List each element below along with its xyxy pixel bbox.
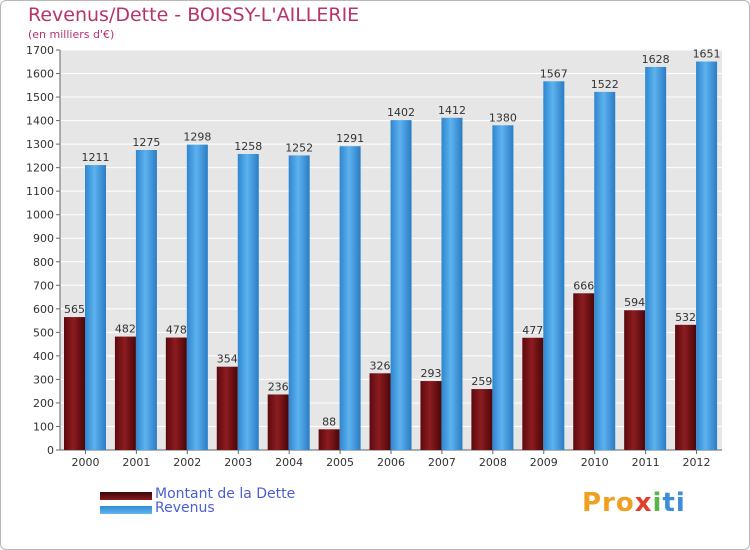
legend-label-revenus: Revenus bbox=[155, 500, 215, 516]
bar-revenus-2000 bbox=[85, 165, 106, 450]
x-tick-label-2007: 2007 bbox=[428, 456, 456, 469]
x-tick-label-2003: 2003 bbox=[224, 456, 252, 469]
data-label-dette-2009: 477 bbox=[522, 324, 543, 337]
data-label-revenus-2005: 1291 bbox=[336, 132, 364, 145]
bar-dette-2012 bbox=[675, 324, 697, 450]
bar-revenus-2002 bbox=[186, 144, 208, 450]
bar-chart: 0 100 200 300 400 500 600 700 800 900 1000 1100 1200… bbox=[26, 44, 722, 469]
bar-revenus-2005 bbox=[339, 146, 361, 450]
chart-title: Revenus/Dette - BOISSY-L'AILLERIE bbox=[28, 4, 360, 26]
bar-revenus-2003 bbox=[237, 154, 259, 450]
data-label-dette-2002: 478 bbox=[166, 324, 187, 337]
bar-dette-2007 bbox=[420, 381, 442, 450]
bar-revenus-2006 bbox=[390, 120, 412, 450]
data-label-dette-2005: 88 bbox=[322, 415, 336, 428]
x-tick-label-2012: 2012 bbox=[683, 456, 711, 469]
legend-label-dette: Montant de la Dette bbox=[155, 486, 296, 502]
data-label-dette-2003: 354 bbox=[217, 353, 238, 366]
data-label-revenus-2006: 1402 bbox=[387, 106, 415, 119]
y-tick-label-1400: 1400 bbox=[26, 115, 54, 128]
data-label-revenus-2004: 1252 bbox=[285, 141, 313, 154]
y-tick-label-1700: 1700 bbox=[26, 44, 54, 57]
y-tick-label-700: 700 bbox=[33, 279, 54, 292]
y-tick-label-1100: 1100 bbox=[26, 185, 54, 198]
y-tick-label-100: 100 bbox=[33, 420, 54, 433]
bar-revenus-2011 bbox=[645, 66, 667, 451]
bar-dette-2010 bbox=[573, 293, 595, 450]
y-tick-label-1300: 1300 bbox=[26, 138, 54, 151]
x-tick-label-2008: 2008 bbox=[479, 456, 507, 469]
y-tick-label-300: 300 bbox=[33, 373, 54, 386]
bar-revenus-2007 bbox=[441, 117, 463, 450]
data-label-revenus-2007: 1412 bbox=[438, 104, 466, 117]
y-tick-label-1000: 1000 bbox=[26, 209, 54, 222]
data-label-dette-2007: 293 bbox=[420, 367, 441, 380]
data-label-revenus-2003: 1258 bbox=[234, 140, 262, 153]
bar-revenus-2012 bbox=[696, 61, 718, 450]
x-tick-label-2009: 2009 bbox=[530, 456, 558, 469]
bar-dette-2002 bbox=[165, 337, 187, 450]
bar-dette-2001 bbox=[114, 336, 136, 450]
y-tick-label-500: 500 bbox=[33, 326, 54, 339]
data-label-dette-2001: 482 bbox=[115, 323, 136, 336]
data-label-dette-2011: 594 bbox=[624, 296, 645, 309]
bar-dette-2003 bbox=[216, 366, 238, 450]
data-label-dette-2000: 565 bbox=[64, 303, 85, 316]
bar-revenus-2001 bbox=[135, 150, 157, 450]
data-label-revenus-2001: 1275 bbox=[132, 136, 160, 149]
data-label-revenus-2008: 1380 bbox=[489, 111, 517, 124]
bar-dette-2008 bbox=[471, 389, 493, 450]
x-tick-label-2010: 2010 bbox=[581, 456, 609, 469]
x-tick-label-2001: 2001 bbox=[122, 456, 150, 469]
proxiti-logo: Proxiti bbox=[582, 488, 686, 518]
bar-dette-2005 bbox=[318, 429, 340, 450]
data-label-dette-2012: 532 bbox=[675, 311, 696, 324]
data-label-dette-2004: 236 bbox=[268, 380, 289, 393]
y-tick-label-1200: 1200 bbox=[26, 162, 54, 175]
data-label-revenus-2002: 1298 bbox=[183, 131, 211, 144]
y-tick-label-600: 600 bbox=[33, 303, 54, 316]
bar-dette-2011 bbox=[624, 310, 646, 450]
bar-dette-2006 bbox=[369, 373, 391, 450]
y-tick-label-400: 400 bbox=[33, 350, 54, 363]
y-tick-label-1600: 1600 bbox=[26, 68, 54, 81]
y-tick-label-0: 0 bbox=[47, 444, 54, 457]
bar-dette-2000 bbox=[64, 317, 85, 450]
y-tick-label-900: 900 bbox=[33, 232, 54, 245]
legend-swatch-dette bbox=[100, 492, 152, 500]
x-tick-label-2002: 2002 bbox=[173, 456, 201, 469]
data-label-revenus-2000: 1211 bbox=[82, 151, 110, 164]
y-tick-label-800: 800 bbox=[33, 256, 54, 269]
data-label-revenus-2009: 1567 bbox=[540, 67, 568, 80]
bar-revenus-2009 bbox=[543, 81, 565, 450]
data-label-dette-2006: 326 bbox=[370, 359, 391, 372]
bar-dette-2004 bbox=[267, 394, 289, 450]
y-tick-label-200: 200 bbox=[33, 397, 54, 410]
x-tick-label-2000: 2000 bbox=[71, 456, 99, 469]
x-tick-label-2004: 2004 bbox=[275, 456, 303, 469]
bar-dette-2009 bbox=[522, 337, 544, 450]
y-tick-label-1500: 1500 bbox=[26, 91, 54, 104]
data-label-dette-2010: 666 bbox=[573, 279, 594, 292]
chart-subtitle: (en milliers d'€) bbox=[28, 28, 115, 41]
data-label-dette-2008: 259 bbox=[471, 375, 492, 388]
x-tick-label-2005: 2005 bbox=[326, 456, 354, 469]
bar-revenus-2008 bbox=[492, 125, 514, 450]
data-label-revenus-2012: 1651 bbox=[693, 48, 721, 61]
bar-revenus-2010 bbox=[594, 91, 616, 450]
x-tick-label-2006: 2006 bbox=[377, 456, 405, 469]
legend-swatch-revenus bbox=[100, 506, 152, 514]
data-label-revenus-2011: 1628 bbox=[642, 53, 670, 66]
x-tick-label-2011: 2011 bbox=[632, 456, 660, 469]
bar-revenus-2004 bbox=[288, 155, 310, 451]
data-label-revenus-2010: 1522 bbox=[591, 78, 619, 91]
